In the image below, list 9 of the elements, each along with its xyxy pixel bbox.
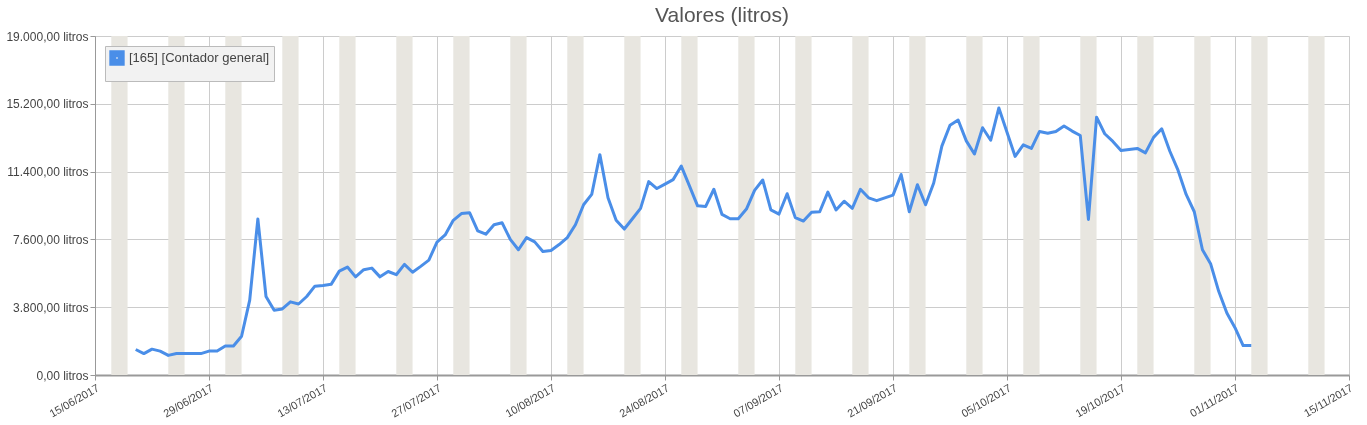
y-tick-label: 11.400,00 litros	[7, 165, 89, 180]
chart-title: Valores (litros)	[655, 3, 789, 26]
legend-label: [165] [Contador general]	[129, 50, 270, 65]
y-tick-label: 0,00 litros	[36, 368, 89, 383]
line-series	[134, 106, 1253, 357]
y-tick-label: 3.800,00 litros	[13, 300, 89, 315]
y-tick-label: 15.200,00 litros	[6, 97, 89, 112]
y-tick-label: 7.600,00 litros	[13, 232, 89, 247]
y-tick-label: 19.000,00 litros	[6, 29, 89, 44]
